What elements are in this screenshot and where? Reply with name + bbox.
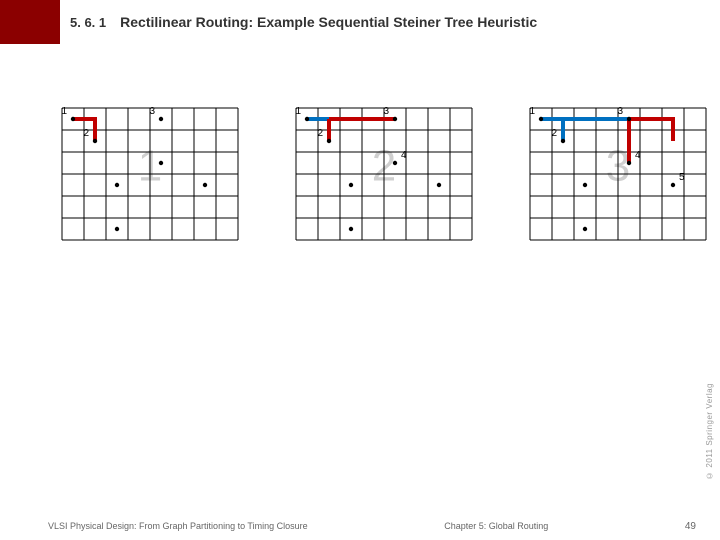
grid-point bbox=[203, 183, 207, 187]
point-label: 3 bbox=[383, 106, 389, 117]
footer-right: Chapter 5: Global Routing bbox=[444, 521, 548, 532]
grids-container: 112321234312345 bbox=[0, 44, 720, 254]
grid-point bbox=[393, 161, 397, 165]
grid-point bbox=[305, 117, 309, 121]
grid-point bbox=[583, 183, 587, 187]
page-number: 49 bbox=[685, 521, 696, 532]
point-label: 1 bbox=[295, 106, 301, 117]
grid-point bbox=[159, 117, 163, 121]
grid-3: 312345 bbox=[516, 94, 720, 254]
grid-1: 1123 bbox=[48, 94, 252, 254]
grid-point bbox=[349, 183, 353, 187]
grid-svg: 312345 bbox=[516, 94, 720, 254]
point-label: 1 bbox=[529, 106, 535, 117]
point-label: 2 bbox=[551, 128, 557, 139]
grid-point bbox=[159, 161, 163, 165]
grid-svg: 1123 bbox=[48, 94, 252, 254]
grid-point bbox=[349, 227, 353, 231]
grid-point bbox=[627, 161, 631, 165]
point-label: 2 bbox=[317, 128, 323, 139]
point-label: 1 bbox=[61, 106, 67, 117]
slide-title: Rectilinear Routing: Example Sequential … bbox=[106, 0, 720, 44]
grid-point bbox=[115, 227, 119, 231]
section-number: 5. 6. 1 bbox=[60, 0, 106, 44]
point-label: 2 bbox=[83, 128, 89, 139]
point-label: 3 bbox=[617, 106, 623, 117]
grid-point bbox=[627, 117, 631, 121]
grid-point bbox=[539, 117, 543, 121]
grid-point bbox=[393, 117, 397, 121]
point-label: 4 bbox=[401, 150, 407, 161]
grid-point bbox=[561, 139, 565, 143]
grid-point bbox=[327, 139, 331, 143]
copyright-text: © 2011 Springer Verlag bbox=[705, 383, 714, 480]
grid-2: 21234 bbox=[282, 94, 486, 254]
footer-left: VLSI Physical Design: From Graph Partiti… bbox=[48, 521, 308, 532]
grid-point bbox=[93, 139, 97, 143]
grid-point bbox=[583, 227, 587, 231]
grid-svg: 21234 bbox=[282, 94, 486, 254]
grid-point bbox=[671, 183, 675, 187]
grid-point bbox=[71, 117, 75, 121]
point-label: 3 bbox=[149, 106, 155, 117]
grid-point bbox=[437, 183, 441, 187]
slide-footer: VLSI Physical Design: From Graph Partiti… bbox=[0, 521, 720, 532]
point-label: 5 bbox=[679, 172, 685, 183]
grid-point bbox=[115, 183, 119, 187]
point-label: 4 bbox=[635, 150, 641, 161]
header-accent-block bbox=[0, 0, 60, 44]
slide-header: 5. 6. 1 Rectilinear Routing: Example Seq… bbox=[0, 0, 720, 44]
